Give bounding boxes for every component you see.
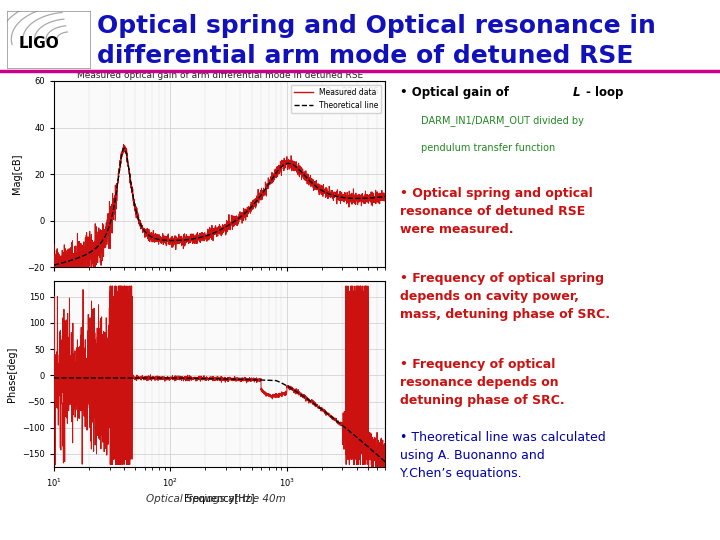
Theoretical line [339,194,348,201]
Text: • Frequency of optical
resonance depends on
detuning phase of SRC.: • Frequency of optical resonance depends… [400,358,564,407]
Line: Theoretical line: Theoretical line [54,148,385,265]
Text: pendulum transfer function: pendulum transfer function [421,143,555,153]
Measured data [374,193,383,200]
Text: DARM_IN1/DARM_OUT divided by: DARM_IN1/DARM_OUT divided by [421,116,584,126]
Text: • Optical spring and optical
resonance of detuned RSE
were measured.: • Optical spring and optical resonance o… [400,186,593,235]
Title: Measured optical gain of arm differential mode in detuned RSE: Measured optical gain of arm differentia… [76,71,363,80]
Legend: Measured data, Theoretical line: Measured data, Theoretical line [291,85,382,113]
Measured data [177,238,186,244]
Measured data [119,141,127,148]
Measured data [192,234,200,241]
Theoretical line [87,248,96,254]
Text: differential arm mode of detuned RSE: differential arm mode of detuned RSE [97,44,634,68]
Measured data [55,288,63,294]
Text: LIGO: LIGO [18,36,59,51]
Measured data [381,193,390,199]
Y-axis label: Phase[deg]: Phase[deg] [6,346,17,402]
Measured data [50,241,58,247]
Measured data [107,201,116,207]
Text: • Optical gain of: • Optical gain of [400,86,513,99]
X-axis label: Frequency[Hz]: Frequency[Hz] [184,494,255,504]
Text: Optical Springs at the 40m: Optical Springs at the 40m [146,494,286,504]
Theoretical line [107,215,116,222]
Theoretical line [50,262,58,268]
Text: Optical spring and Optical resonance in: Optical spring and Optical resonance in [97,14,656,38]
Text: L: L [572,86,580,99]
Measured data [339,198,348,204]
Theoretical line [177,237,186,244]
Theoretical line [120,145,128,151]
Y-axis label: Mag[cB]: Mag[cB] [12,154,22,194]
Line: Measured data: Measured data [54,145,385,291]
Theoretical line [374,194,383,200]
Theoretical line [381,193,390,200]
Measured data [88,244,96,251]
Theoretical line [191,235,199,242]
Text: - loop: - loop [586,86,624,99]
Text: • Frequency of optical spring
depends on cavity power,
mass, detuning phase of S: • Frequency of optical spring depends on… [400,272,610,321]
Text: Oct 22, 2005: Oct 22, 2005 [325,86,379,96]
Text: • Theoretical line was calculated
using A. Buonanno and
Y.Chen’s equations.: • Theoretical line was calculated using … [400,431,606,480]
